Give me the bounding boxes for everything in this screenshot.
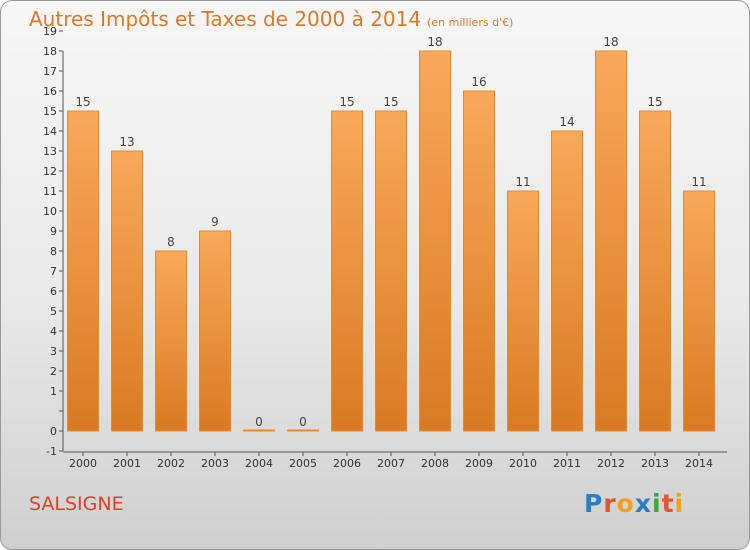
chart-subtitle: (en milliers d'€): [427, 16, 514, 29]
bar: [375, 110, 407, 432]
x-tick-label: 2009: [465, 457, 493, 470]
data-label: 0: [255, 415, 263, 429]
logo-letter: i: [652, 489, 662, 518]
y-tick-label: 16: [43, 85, 57, 98]
y-tick-label: 11: [43, 185, 57, 198]
y-tick-label: -1: [46, 445, 57, 458]
y-tick-label: 7: [50, 265, 57, 278]
data-label: 15: [339, 95, 354, 109]
data-label: 16: [471, 75, 486, 89]
commune-name: SALSIGNE: [29, 493, 124, 515]
data-label: 14: [559, 115, 574, 129]
y-tick-label: 12: [43, 165, 57, 178]
y-tick-label: 10: [43, 205, 57, 218]
data-label: 15: [647, 95, 662, 109]
y-tick-label: 0: [50, 425, 57, 438]
data-label: 0: [299, 415, 307, 429]
y-tick-label: 19: [43, 25, 57, 38]
x-tick-label: 2004: [245, 457, 273, 470]
logo-letter: P: [584, 489, 604, 518]
bars: [67, 50, 715, 432]
data-label: 15: [75, 95, 90, 109]
logo-letter: r: [603, 489, 617, 518]
data-label: 9: [211, 215, 219, 229]
data-label: 18: [603, 35, 618, 49]
bar: [199, 230, 231, 432]
y-tick-label: 17: [43, 65, 57, 78]
x-tick-label: 2010: [509, 457, 537, 470]
logo-letter: o: [616, 489, 635, 518]
y-tick-label: 2: [50, 365, 57, 378]
proxiti-logo: Proxiti: [584, 489, 684, 518]
x-tick-label: 2011: [553, 457, 581, 470]
y-tick-label: 6: [50, 285, 57, 298]
bar: [639, 110, 671, 432]
x-tick-label: 2000: [69, 457, 97, 470]
y-tick-label: 3: [50, 345, 57, 358]
bar: [243, 429, 275, 432]
logo-letter: t: [661, 489, 675, 518]
y-tick-label: 13: [43, 145, 57, 158]
bar: [67, 110, 99, 432]
x-tick-label: 2013: [641, 457, 669, 470]
x-tick-label: 2007: [377, 457, 405, 470]
data-label: 11: [515, 175, 530, 189]
bar: [111, 150, 143, 432]
y-tick-label: 14: [43, 125, 57, 138]
x-tick-label: 2008: [421, 457, 449, 470]
y-tick-label: 5: [50, 305, 57, 318]
data-labels: 15 13 8 9 0 0 15 15 18 16 11 14 18 15 11: [75, 35, 706, 429]
y-tick-label: 18: [43, 45, 57, 58]
data-label: 15: [383, 95, 398, 109]
x-tick-label: 2002: [157, 457, 185, 470]
chart-title: Autres Impôts et Taxes de 2000 à 2014 (en…: [29, 7, 513, 31]
data-label: 11: [691, 175, 706, 189]
x-tick-label: 2006: [333, 457, 361, 470]
x-tick-label: 2001: [113, 457, 141, 470]
data-label: 18: [427, 35, 442, 49]
bar: [595, 50, 627, 432]
bar: [287, 429, 319, 432]
x-tick-label: 2014: [685, 457, 713, 470]
bar: [507, 190, 539, 432]
x-tick-label: 2012: [597, 457, 625, 470]
x-tick-label: 2003: [201, 457, 229, 470]
bar: [331, 110, 363, 432]
x-tick-label: 2005: [289, 457, 317, 470]
data-label: 13: [119, 135, 134, 149]
y-tick-label: 4: [50, 325, 57, 338]
y-tick-label: 15: [43, 105, 57, 118]
data-label: 8: [167, 235, 175, 249]
y-tick-label: 1: [50, 385, 57, 398]
y-tick-label: 8: [50, 245, 57, 258]
chart-title-text: Autres Impôts et Taxes de 2000 à 2014: [29, 7, 422, 31]
bar: [463, 90, 495, 432]
bar: [155, 250, 187, 432]
logo-letter: i: [674, 489, 685, 518]
bar: [683, 190, 715, 432]
logo-letter: x: [634, 489, 652, 518]
bar: [551, 130, 583, 432]
bar: [419, 50, 451, 432]
y-tick-label: 9: [50, 225, 57, 238]
